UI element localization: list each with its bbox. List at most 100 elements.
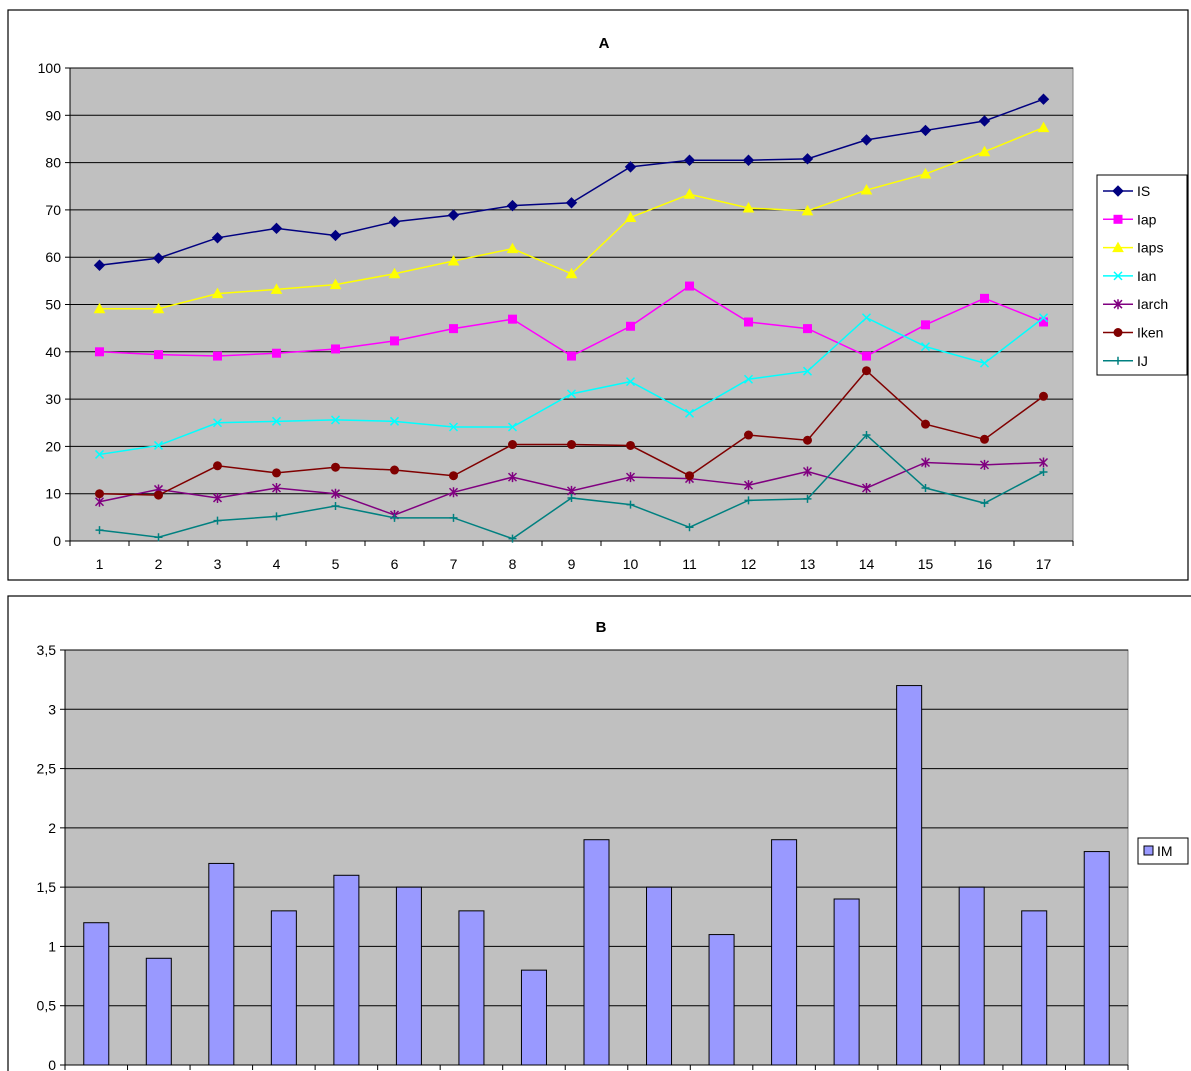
legend-label-is: IS bbox=[1137, 183, 1150, 199]
legend-label-iaps: Iaps bbox=[1137, 240, 1163, 256]
data-point-iken bbox=[980, 434, 989, 444]
bar-15 bbox=[958, 886, 985, 1066]
data-point-iken bbox=[272, 468, 281, 478]
data-point-is bbox=[329, 229, 342, 242]
data-point-iap bbox=[803, 324, 812, 334]
data-point-iken bbox=[508, 440, 517, 450]
data-point-ij bbox=[980, 499, 989, 508]
data-point-ian bbox=[802, 366, 813, 376]
legend-label-iarch: Iarch bbox=[1137, 296, 1168, 312]
data-point-iarch bbox=[507, 472, 518, 483]
data-point-iken bbox=[1039, 391, 1048, 401]
chart-b-title: B bbox=[596, 619, 607, 636]
data-point-iaps bbox=[93, 302, 106, 314]
bar-13 bbox=[833, 898, 860, 1066]
bar-2 bbox=[145, 957, 172, 1066]
y-tick-label: 2 bbox=[48, 820, 56, 836]
data-point-iaps bbox=[919, 167, 932, 179]
chart-a-title: A bbox=[599, 35, 610, 52]
data-point-ian bbox=[743, 374, 754, 384]
data-point-iarch bbox=[330, 488, 341, 499]
data-point-is bbox=[506, 199, 519, 212]
data-point-ij bbox=[213, 516, 222, 525]
y-tick-label: 1,5 bbox=[37, 879, 57, 895]
chart-b-bars bbox=[83, 685, 1110, 1066]
legend-marker-ij bbox=[1114, 356, 1122, 365]
legend-marker-iap bbox=[1113, 214, 1123, 224]
data-point-ian bbox=[94, 449, 105, 459]
data-point-ij bbox=[1039, 467, 1048, 476]
data-point-iken bbox=[803, 435, 812, 445]
data-point-iap bbox=[213, 351, 222, 361]
data-point-iap bbox=[862, 351, 871, 361]
data-point-iarch bbox=[625, 472, 636, 483]
data-point-ij bbox=[744, 496, 753, 505]
data-point-iken bbox=[154, 490, 163, 500]
x-tick-label: 11 bbox=[682, 556, 697, 572]
data-point-ian bbox=[389, 416, 400, 426]
bar-7 bbox=[458, 910, 485, 1066]
data-point-ij bbox=[390, 513, 399, 522]
data-point-iken bbox=[862, 366, 871, 376]
data-point-ian bbox=[684, 408, 695, 418]
data-point-is bbox=[624, 161, 637, 173]
data-point-iaps bbox=[801, 204, 814, 216]
bar-10 bbox=[646, 886, 673, 1066]
x-tick-label: 15 bbox=[918, 556, 934, 572]
data-point-ij bbox=[685, 523, 694, 532]
x-tick-label: 9 bbox=[568, 556, 576, 572]
chart-a-series bbox=[93, 93, 1050, 543]
y-tick-label: 60 bbox=[45, 249, 61, 265]
data-point-is bbox=[270, 222, 283, 235]
y-tick-label: 50 bbox=[45, 297, 61, 313]
data-point-is bbox=[388, 216, 401, 228]
data-point-is bbox=[683, 154, 696, 166]
x-tick-label: 5 bbox=[332, 556, 340, 572]
bar-5 bbox=[333, 874, 360, 1066]
x-tick-label: 4 bbox=[273, 556, 281, 572]
data-point-is bbox=[93, 259, 106, 271]
x-tick-label: 14 bbox=[859, 556, 875, 572]
x-tick-label: 7 bbox=[450, 556, 458, 572]
bar-4 bbox=[270, 910, 297, 1066]
bar-3 bbox=[208, 862, 235, 1066]
y-tick-label: 1 bbox=[48, 938, 56, 954]
data-point-ij bbox=[567, 493, 576, 502]
chart-b-gridlines bbox=[65, 649, 1128, 1007]
data-point-iarch bbox=[94, 496, 105, 507]
data-point-ij bbox=[272, 512, 281, 521]
bar-14 bbox=[896, 685, 923, 1066]
data-point-ian bbox=[566, 389, 577, 399]
legend-marker-iaps bbox=[1112, 241, 1124, 253]
data-point-ian bbox=[271, 416, 282, 426]
data-point-iaps bbox=[742, 201, 755, 213]
chart-a-y-axis: 0 10 20 30 40 50 60 70 80 90 100 bbox=[38, 60, 71, 549]
data-point-iken bbox=[390, 465, 399, 475]
data-point-iap bbox=[390, 336, 399, 346]
x-tick-label: 1 bbox=[96, 556, 104, 572]
data-point-iap bbox=[272, 348, 281, 358]
legend-label-ian: Ian bbox=[1137, 268, 1156, 284]
data-point-iaps bbox=[978, 145, 991, 157]
data-point-ian bbox=[920, 342, 931, 352]
bar-17 bbox=[1083, 851, 1110, 1066]
legend-marker-is bbox=[1112, 185, 1124, 197]
x-tick-label: 16 bbox=[977, 556, 993, 572]
data-point-iken bbox=[626, 440, 635, 450]
data-point-iap bbox=[626, 321, 635, 331]
data-point-ian bbox=[625, 377, 636, 387]
data-point-ij bbox=[862, 431, 871, 440]
data-point-ij bbox=[921, 484, 930, 493]
chart-a-x-axis: 1 2 3 4 5 6 7 8 9 10 11 12 13 14 15 16 17 bbox=[69, 540, 1074, 572]
data-point-iken bbox=[331, 462, 340, 472]
data-point-ian bbox=[979, 358, 990, 368]
data-point-is bbox=[860, 134, 873, 146]
data-point-iaps bbox=[624, 211, 637, 222]
data-point-is bbox=[801, 153, 814, 165]
bar-8 bbox=[520, 969, 547, 1066]
y-tick-label: 70 bbox=[45, 202, 61, 218]
data-point-iaps bbox=[152, 302, 165, 314]
y-tick-label: 0,5 bbox=[37, 998, 57, 1014]
chart-a-legend: IS Iap Iaps Ian Iarch Iken IJ bbox=[1096, 174, 1188, 376]
data-point-ian bbox=[507, 422, 518, 432]
